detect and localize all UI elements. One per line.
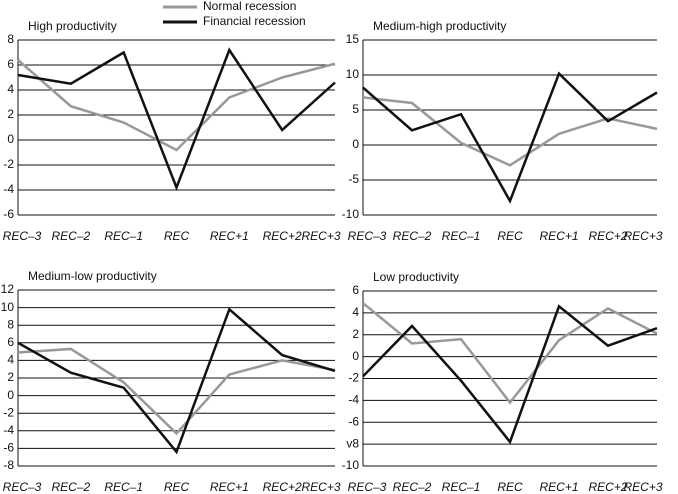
y-tick-label: -8 <box>3 458 14 472</box>
x-tick-label: REC+1 <box>210 480 249 494</box>
y-tick-label: -2 <box>3 157 14 171</box>
x-tick-label: REC–2 <box>393 480 432 494</box>
x-tick-label: REC+1 <box>539 229 578 243</box>
x-tick-label: REC–1 <box>104 229 143 243</box>
x-tick-label: REC+3 <box>301 229 340 243</box>
y-tick-label: 6 <box>7 335 14 349</box>
y-tick-label: -6 <box>3 207 14 221</box>
chart-title: High productivity <box>28 19 117 33</box>
y-tick-label: v8 <box>346 436 359 450</box>
y-tick-label: 0 <box>352 349 359 363</box>
series-line <box>362 96 658 167</box>
x-tick-label: REC–1 <box>442 229 481 243</box>
x-tick-label: REC–2 <box>393 229 432 243</box>
y-tick-label: 4 <box>7 82 14 96</box>
y-tick-label: 0 <box>7 388 14 402</box>
y-tick-label: 15 <box>346 32 360 46</box>
x-tick-label: REC–3 <box>348 229 387 243</box>
x-tick-label: REC <box>164 229 190 243</box>
y-tick-label: 2 <box>7 107 14 121</box>
series-line <box>362 304 658 445</box>
y-tick-label: -4 <box>3 182 14 196</box>
legend-label: Normal recession <box>203 0 296 13</box>
x-tick-label: REC <box>164 480 190 494</box>
x-tick-label: REC–2 <box>51 229 90 243</box>
series-line <box>362 71 658 204</box>
y-tick-label: 8 <box>7 317 14 331</box>
y-tick-label: 12 <box>1 282 15 296</box>
y-tick-label: 6 <box>7 57 14 71</box>
y-tick-label: 10 <box>346 67 360 81</box>
x-tick-label: REC+3 <box>623 480 662 494</box>
x-tick-label: REC–3 <box>3 480 42 494</box>
x-tick-label: REC–1 <box>104 480 143 494</box>
x-tick-label: REC–3 <box>348 480 387 494</box>
y-tick-label: 5 <box>352 102 359 116</box>
y-tick-label: -5 <box>348 172 359 186</box>
series-line <box>362 302 658 405</box>
y-tick-label: -4 <box>348 393 359 407</box>
y-tick-label: -10 <box>342 207 360 221</box>
x-tick-label: REC–1 <box>442 480 481 494</box>
x-tick-label: REC <box>497 480 523 494</box>
x-tick-label: REC+2 <box>588 480 627 494</box>
x-tick-label: REC+2 <box>263 229 302 243</box>
x-tick-label: REC+2 <box>588 229 627 243</box>
y-tick-label: 0 <box>7 132 14 146</box>
y-tick-label: -4 <box>3 423 14 437</box>
x-tick-label: REC+1 <box>539 480 578 494</box>
legend-label: Financial recession <box>203 14 306 28</box>
x-tick-label: REC+3 <box>623 229 662 243</box>
x-tick-label: REC–3 <box>3 229 42 243</box>
y-tick-label: -6 <box>348 414 359 428</box>
x-tick-label: REC+2 <box>263 480 302 494</box>
y-tick-label: 10 <box>1 300 15 314</box>
y-tick-label: 2 <box>352 327 359 341</box>
y-tick-label: -2 <box>3 405 14 419</box>
series-line <box>17 307 336 455</box>
x-tick-label: REC–2 <box>51 480 90 494</box>
y-tick-label: 4 <box>352 305 359 319</box>
y-tick-label: 0 <box>352 137 359 151</box>
chart-title: Medium-high productivity <box>373 19 506 33</box>
chart-title: Medium-low productivity <box>28 269 157 283</box>
y-tick-label: 4 <box>7 353 14 367</box>
y-tick-label: -6 <box>3 441 14 455</box>
y-tick-label: -2 <box>348 371 359 385</box>
y-tick-label: 2 <box>7 370 14 384</box>
x-tick-label: REC+1 <box>210 229 249 243</box>
chart-title: Low productivity <box>373 270 459 284</box>
x-tick-label: REC+3 <box>301 480 340 494</box>
series-line <box>17 347 336 436</box>
y-tick-label: -10 <box>342 458 360 472</box>
x-tick-label: REC <box>497 229 523 243</box>
series-line <box>17 59 336 152</box>
series-line <box>17 47 336 191</box>
y-tick-label: 6 <box>352 283 359 297</box>
y-tick-label: 8 <box>7 32 14 46</box>
